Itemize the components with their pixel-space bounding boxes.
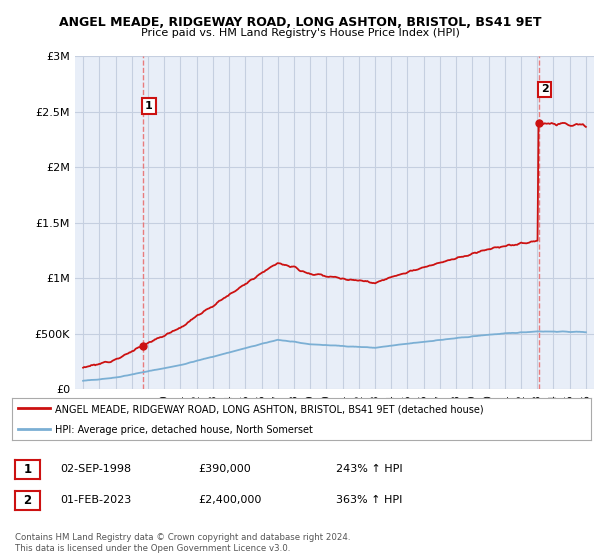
Text: Contains HM Land Registry data © Crown copyright and database right 2024.
This d: Contains HM Land Registry data © Crown c… (15, 533, 350, 553)
Text: Price paid vs. HM Land Registry's House Price Index (HPI): Price paid vs. HM Land Registry's House … (140, 28, 460, 38)
Text: 1: 1 (145, 101, 153, 111)
Text: ANGEL MEADE, RIDGEWAY ROAD, LONG ASHTON, BRISTOL, BS41 9ET: ANGEL MEADE, RIDGEWAY ROAD, LONG ASHTON,… (59, 16, 541, 29)
Text: 2: 2 (23, 493, 32, 507)
Text: ANGEL MEADE, RIDGEWAY ROAD, LONG ASHTON, BRISTOL, BS41 9ET (detached house): ANGEL MEADE, RIDGEWAY ROAD, LONG ASHTON,… (55, 404, 484, 414)
Text: 2: 2 (541, 85, 549, 94)
Text: 02-SEP-1998: 02-SEP-1998 (60, 464, 131, 474)
Text: 243% ↑ HPI: 243% ↑ HPI (336, 464, 403, 474)
Text: 1: 1 (23, 463, 32, 476)
Text: £390,000: £390,000 (198, 464, 251, 474)
Text: 01-FEB-2023: 01-FEB-2023 (60, 494, 131, 505)
Text: HPI: Average price, detached house, North Somerset: HPI: Average price, detached house, Nort… (55, 426, 313, 435)
Text: £2,400,000: £2,400,000 (198, 494, 262, 505)
Text: 363% ↑ HPI: 363% ↑ HPI (336, 494, 403, 505)
